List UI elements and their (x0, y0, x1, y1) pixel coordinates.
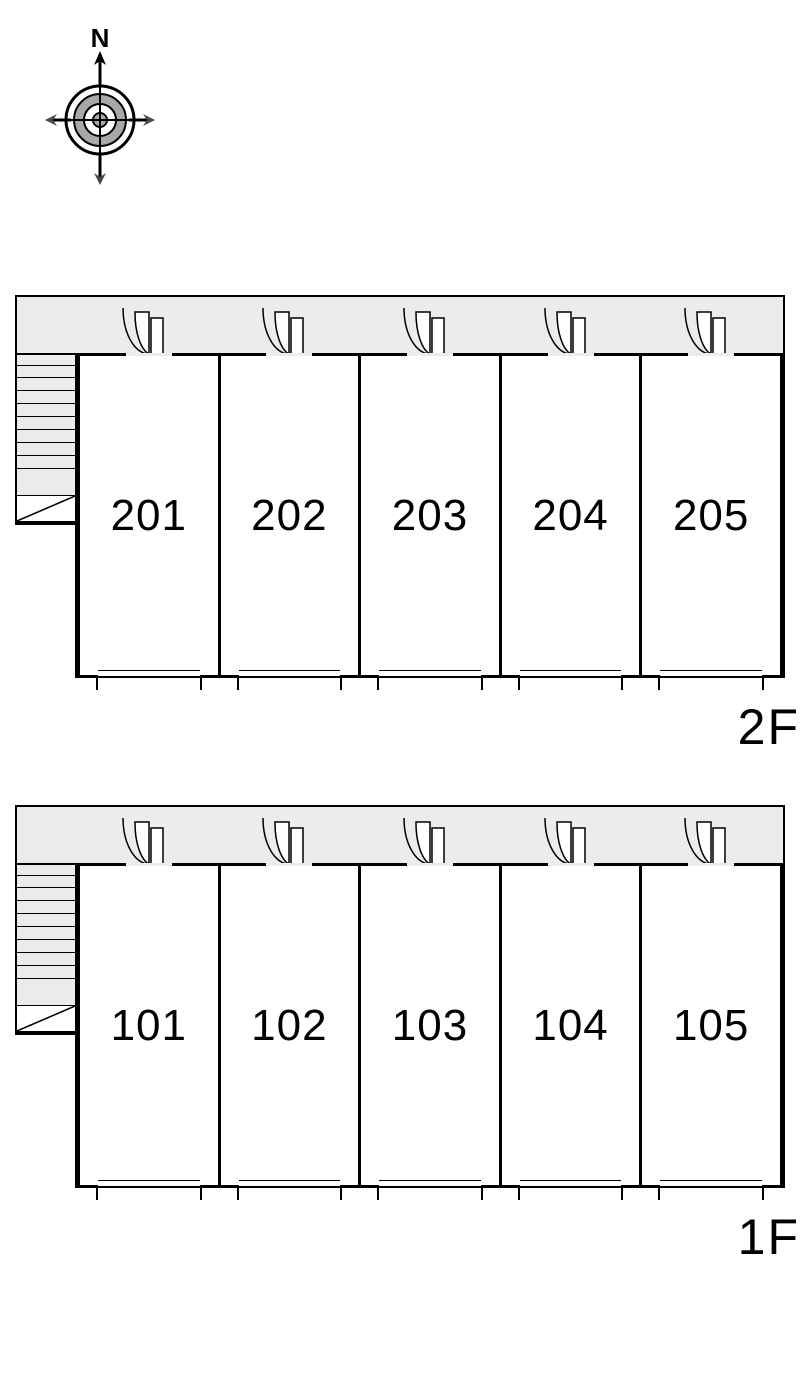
unit-101: 101 (75, 863, 221, 1188)
door-icon (119, 298, 179, 356)
window-sill (239, 670, 341, 677)
unit-203: 203 (361, 353, 502, 678)
compass-icon: N (35, 25, 165, 190)
window-sill (379, 670, 481, 677)
stair-tread (17, 927, 75, 940)
door-icon (119, 808, 179, 866)
unit-label: 102 (251, 1001, 327, 1051)
door-opening (688, 863, 734, 866)
door-opening (548, 353, 594, 356)
window-tick (658, 1185, 660, 1200)
window-sill (98, 1180, 200, 1187)
door-opening (266, 353, 312, 356)
door-opening (688, 353, 734, 356)
stair-tread (17, 901, 75, 914)
door-opening (548, 863, 594, 866)
units-row: 101 102 103 104 105 (75, 863, 785, 1188)
stair-treads (17, 875, 75, 979)
door-icon (259, 808, 319, 866)
window-sill (379, 1180, 481, 1187)
stair-landing (15, 495, 77, 523)
unit-103: 103 (361, 863, 502, 1188)
window-tick (340, 1185, 342, 1200)
compass-rose: N (35, 25, 165, 190)
window-tick (481, 675, 483, 690)
door-icon (400, 808, 460, 866)
stair-tread (17, 404, 75, 417)
window-sill (520, 1180, 622, 1187)
unit-label: 105 (673, 1001, 749, 1051)
door-icon (681, 808, 741, 866)
window-tick (377, 675, 379, 690)
window-tick (518, 675, 520, 690)
stair-tread (17, 966, 75, 979)
floor-label-1f: 1F (738, 1208, 800, 1266)
unit-label: 201 (111, 491, 187, 541)
floor-label-2f: 2F (738, 698, 800, 756)
door-opening (407, 353, 453, 356)
stair-tread (17, 456, 75, 469)
window-sill (239, 1180, 341, 1187)
window-tick (658, 675, 660, 690)
window-tick (377, 1185, 379, 1200)
window-tick (481, 1185, 483, 1200)
window-tick (762, 1185, 764, 1200)
unit-label: 104 (532, 1001, 608, 1051)
door-icon (400, 298, 460, 356)
stair-tread (17, 417, 75, 430)
window-tick (237, 675, 239, 690)
stair-tread (17, 443, 75, 456)
window-sill (520, 670, 622, 677)
unit-102: 102 (221, 863, 362, 1188)
unit-label: 204 (532, 491, 608, 541)
stair-landing (15, 1005, 77, 1033)
window-tick (621, 1185, 623, 1200)
window-tick (200, 1185, 202, 1200)
stair-tread (17, 914, 75, 927)
unit-label: 202 (251, 491, 327, 541)
unit-label: 203 (392, 491, 468, 541)
door-opening (126, 353, 172, 356)
stair-tread (17, 953, 75, 966)
unit-202: 202 (221, 353, 362, 678)
stair-treads (17, 365, 75, 469)
window-sill (660, 1180, 762, 1187)
stair-tread (17, 391, 75, 404)
units-row: 201 202 203 204 205 (75, 353, 785, 678)
window-tick (621, 675, 623, 690)
door-icon (541, 298, 601, 356)
window-tick (96, 675, 98, 690)
window-tick (237, 1185, 239, 1200)
stairs (15, 863, 77, 1035)
window-tick (340, 675, 342, 690)
door-icon (259, 298, 319, 356)
stairs (15, 353, 77, 525)
door-opening (407, 863, 453, 866)
unit-label: 101 (111, 1001, 187, 1051)
window-tick (518, 1185, 520, 1200)
unit-205: 205 (642, 353, 785, 678)
door-icon (541, 808, 601, 866)
unit-label: 103 (392, 1001, 468, 1051)
compass-north-label: N (91, 25, 110, 53)
stair-tread (17, 365, 75, 378)
door-opening (266, 863, 312, 866)
unit-201: 201 (75, 353, 221, 678)
unit-label: 205 (673, 491, 749, 541)
stair-tread (17, 875, 75, 888)
window-tick (200, 675, 202, 690)
stair-tread (17, 430, 75, 443)
window-sill (660, 670, 762, 677)
unit-105: 105 (642, 863, 785, 1188)
stair-tread (17, 378, 75, 391)
unit-204: 204 (502, 353, 643, 678)
unit-104: 104 (502, 863, 643, 1188)
stair-tread (17, 888, 75, 901)
window-sill (98, 670, 200, 677)
window-tick (96, 1185, 98, 1200)
door-opening (126, 863, 172, 866)
stair-tread (17, 940, 75, 953)
window-tick (762, 675, 764, 690)
door-icon (681, 298, 741, 356)
